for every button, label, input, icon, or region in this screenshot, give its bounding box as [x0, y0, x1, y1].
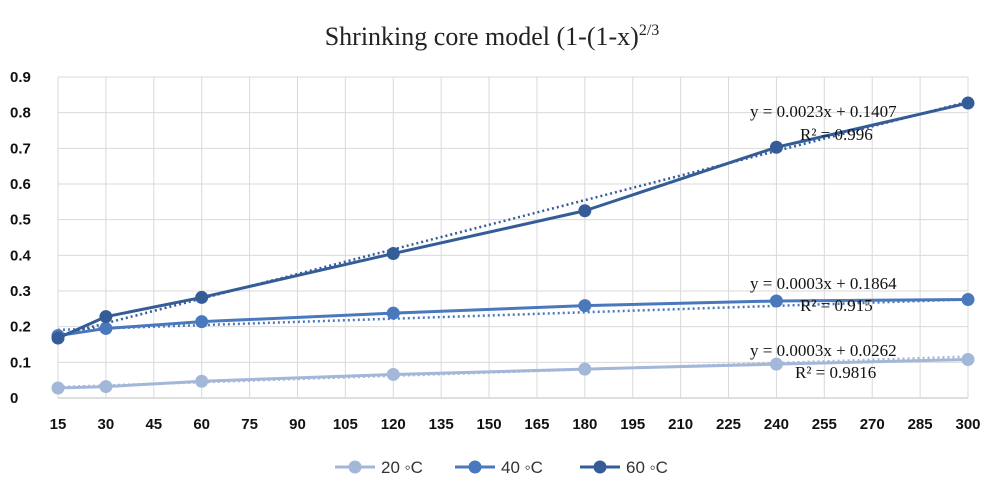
trend-equation-label: y = 0.0023x + 0.1407: [750, 102, 897, 121]
data-point: [99, 380, 113, 394]
data-point: [961, 96, 975, 110]
data-point: [99, 321, 113, 335]
x-tick-label: 255: [812, 416, 837, 433]
y-tick-label: 0.1: [10, 354, 31, 371]
legend-label: 20 ◦C: [381, 458, 423, 477]
data-point: [195, 290, 209, 304]
x-tick-label: 30: [98, 416, 115, 433]
grid: [57, 76, 969, 399]
x-tick-label: 15: [50, 416, 67, 433]
data-point: [961, 293, 975, 307]
x-tick-label: 150: [477, 416, 502, 433]
x-tick-label: 180: [572, 416, 597, 433]
legend-marker: [593, 460, 607, 474]
x-tick-label: 195: [620, 416, 645, 433]
trend-r2-label: R² = 0.996: [800, 125, 873, 144]
trend-equation-label: y = 0.0003x + 0.1864: [750, 274, 897, 293]
x-tick-label: 300: [955, 416, 980, 433]
legend-label: 60 ◦C: [626, 458, 668, 477]
x-tick-label: 210: [668, 416, 693, 433]
data-point: [578, 299, 592, 313]
trend-r2-label: R² = 0.915: [800, 296, 873, 315]
data-point: [578, 204, 592, 218]
x-tick-label: 225: [716, 416, 741, 433]
x-tick-label: 120: [381, 416, 406, 433]
y-tick-label: 0.9: [10, 69, 31, 86]
x-tick-label: 270: [860, 416, 885, 433]
chart-title-superscript: 2/3: [639, 22, 659, 39]
data-point: [386, 367, 400, 381]
y-tick-label: 0.4: [10, 247, 32, 264]
data-point: [386, 247, 400, 261]
data-point: [195, 315, 209, 329]
chart-title-text: Shrinking core model (1-(1-x): [325, 22, 639, 51]
y-tick-label: 0.8: [10, 105, 31, 122]
data-point: [386, 306, 400, 320]
y-tick-label: 0.2: [10, 319, 31, 336]
data-point: [51, 331, 65, 345]
y-tick-label: 0.6: [10, 176, 31, 193]
x-tick-label: 45: [145, 416, 162, 433]
data-point: [578, 362, 592, 376]
x-tick-label: 90: [289, 416, 306, 433]
data-point: [769, 294, 783, 308]
trend-equations: y = 0.0003x + 0.0262 R² = 0.9816 y = 0.000…: [750, 102, 897, 382]
x-tick-label: 240: [764, 416, 789, 433]
legend-marker: [348, 460, 362, 474]
chart-title: Shrinking core model (1-(1-x)2/3: [325, 22, 660, 51]
y-tick-label: 0.5: [10, 212, 31, 229]
data-series: [51, 96, 975, 395]
trendline: [57, 298, 969, 332]
data-point: [99, 310, 113, 324]
trend-equation-label: y = 0.0003x + 0.0262: [750, 341, 897, 360]
axis-tick-labels: 0 0.1 0.2 0.3 0.4 0.5 0.6 0.7 0.8 0.9 15 30 45 60 75 90…: [10, 69, 981, 433]
x-tick-label: 75: [241, 416, 258, 433]
x-tick-label: 105: [333, 416, 358, 433]
data-point: [195, 374, 209, 388]
x-tick-label: 60: [193, 416, 210, 433]
data-point: [51, 381, 65, 395]
data-point: [769, 357, 783, 371]
data-point: [769, 140, 783, 154]
x-tick-label: 285: [908, 416, 933, 433]
y-tick-label: 0.7: [10, 140, 31, 157]
legend-marker: [468, 460, 482, 474]
x-tick-label: 135: [429, 416, 454, 433]
y-tick-label: 0.3: [10, 283, 31, 300]
y-tick-label: 0: [10, 390, 18, 407]
data-point: [961, 352, 975, 366]
legend-label: 40 ◦C: [501, 458, 543, 477]
x-tick-label: 165: [524, 416, 549, 433]
trend-r2-label: R² = 0.9816: [795, 363, 876, 382]
legend: 20 ◦C 40 ◦C 60 ◦C: [335, 458, 668, 477]
